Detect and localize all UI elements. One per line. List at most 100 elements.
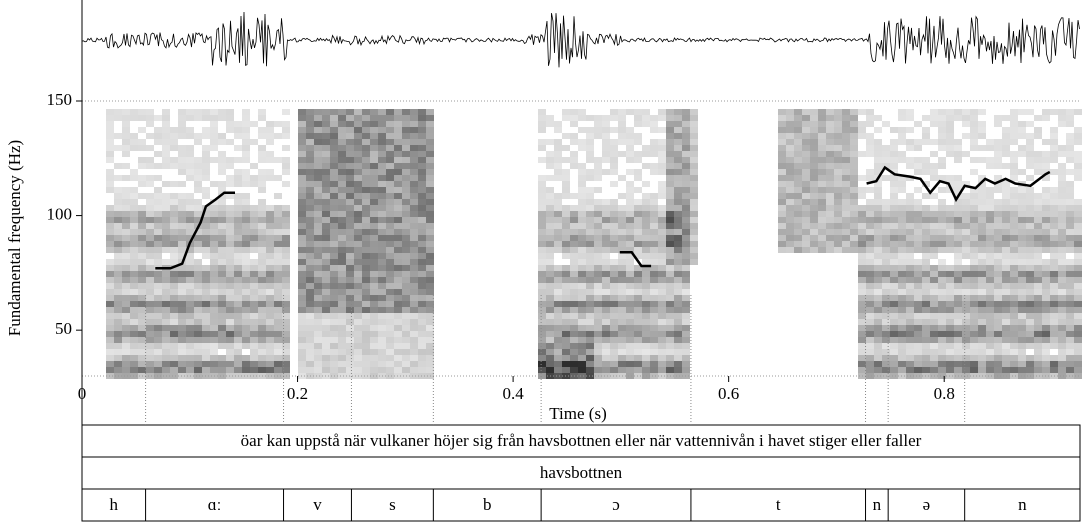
- spectrogram-cell: [866, 313, 874, 319]
- spectrogram-cell: [338, 157, 346, 163]
- spectrogram-cell: [570, 283, 578, 289]
- spectrogram-cell: [386, 127, 394, 133]
- spectrogram-cell: [962, 211, 970, 217]
- spectrogram-cell: [1026, 163, 1034, 169]
- spectrogram-cell: [362, 223, 370, 229]
- spectrogram-cell: [986, 241, 994, 247]
- spectrogram-cell: [234, 211, 242, 217]
- spectrogram-cell: [802, 205, 810, 211]
- spectrogram-cell: [274, 157, 282, 163]
- spectrogram-cell: [234, 121, 242, 127]
- spectrogram-cell: [1010, 289, 1018, 295]
- spectrogram-cell: [906, 355, 914, 361]
- spectrogram-cell: [146, 289, 154, 295]
- spectrogram-cell: [554, 301, 562, 307]
- spectrogram-cell: [578, 361, 586, 367]
- spectrogram-cell: [818, 109, 826, 115]
- spectrogram-cell: [546, 307, 554, 313]
- spectrogram-cell: [138, 361, 146, 367]
- spectrogram-cell: [394, 235, 402, 241]
- spectrogram-cell: [114, 319, 122, 325]
- spectrogram-cell: [554, 235, 562, 241]
- spectrogram-cell: [682, 307, 690, 313]
- spectrogram-cell: [674, 361, 682, 367]
- spectrogram-cell: [154, 367, 162, 373]
- spectrogram-cell: [426, 301, 434, 307]
- spectrogram-cell: [650, 283, 658, 289]
- spectrogram-cell: [194, 367, 202, 373]
- spectrogram-cell: [914, 373, 922, 379]
- spectrogram-cell: [546, 271, 554, 277]
- spectrogram-cell: [642, 367, 650, 373]
- spectrogram-cell: [338, 283, 346, 289]
- spectrogram-cell: [658, 355, 666, 361]
- spectrogram-cell: [890, 343, 898, 349]
- spectrogram-cell: [234, 313, 242, 319]
- spectrogram-cell: [410, 181, 418, 187]
- spectrogram-cell: [210, 145, 218, 151]
- spectrogram-cell: [994, 163, 1002, 169]
- spectrogram-cell: [850, 163, 858, 169]
- spectrogram-cell: [642, 205, 650, 211]
- spectrogram-cell: [410, 289, 418, 295]
- spectrogram-cell: [338, 127, 346, 133]
- spectrogram-cell: [1018, 277, 1026, 283]
- spectrogram-cell: [994, 271, 1002, 277]
- pitch-contour: [155, 191, 235, 270]
- spectrogram-cell: [362, 163, 370, 169]
- spectrogram-cell: [122, 115, 130, 121]
- spectrogram-cell: [178, 235, 186, 241]
- spectrogram-cell: [1058, 337, 1066, 343]
- spectrogram-cell: [122, 109, 130, 115]
- spectrogram-cell: [394, 265, 402, 271]
- spectrogram-cell: [338, 265, 346, 271]
- spectrogram-cell: [554, 337, 562, 343]
- spectrogram-cell: [370, 295, 378, 301]
- spectrogram-cell: [242, 247, 250, 253]
- spectrogram-cell: [642, 109, 650, 115]
- spectrogram-cell: [242, 337, 250, 343]
- spectrogram-cell: [602, 229, 610, 235]
- spectrogram-cell: [1050, 367, 1058, 373]
- spectrogram-cell: [538, 121, 546, 127]
- spectrogram-cell: [1042, 361, 1050, 367]
- spectrogram-cell: [858, 193, 866, 199]
- spectrogram-cell: [330, 325, 338, 331]
- spectrogram-cell: [634, 325, 642, 331]
- spectrogram-cell: [634, 253, 642, 259]
- spectrogram-cell: [186, 247, 194, 253]
- spectrogram-cell: [674, 205, 682, 211]
- spectrogram-cell: [1002, 313, 1010, 319]
- spectrogram-cell: [274, 121, 282, 127]
- spectrogram-cell: [322, 115, 330, 121]
- spectrogram-cell: [194, 361, 202, 367]
- spectrogram-cell: [402, 325, 410, 331]
- spectrogram-cell: [650, 325, 658, 331]
- spectrogram-cell: [266, 307, 274, 313]
- spectrogram-cell: [1050, 355, 1058, 361]
- spectrogram-cell: [634, 301, 642, 307]
- spectrogram-cell: [802, 169, 810, 175]
- spectrogram-cell: [194, 349, 202, 355]
- spectrogram: [106, 109, 1082, 379]
- spectrogram-cell: [634, 217, 642, 223]
- spectrogram-cell: [370, 163, 378, 169]
- spectrogram-cell: [826, 115, 834, 121]
- spectrogram-cell: [1026, 229, 1034, 235]
- spectrogram-cell: [162, 367, 170, 373]
- spectrogram-cell: [362, 139, 370, 145]
- spectrogram-cell: [394, 295, 402, 301]
- spectrogram-cell: [1034, 211, 1042, 217]
- spectrogram-cell: [258, 313, 266, 319]
- spectrogram-cell: [898, 205, 906, 211]
- spectrogram-cell: [1066, 187, 1074, 193]
- spectrogram-cell: [1018, 121, 1026, 127]
- spectrogram-cell: [1074, 157, 1082, 163]
- spectrogram-cell: [882, 211, 890, 217]
- spectrogram-cell: [162, 247, 170, 253]
- spectrogram-cell: [874, 355, 882, 361]
- spectrogram-cell: [850, 157, 858, 163]
- spectrogram-cell: [818, 241, 826, 247]
- spectrogram-cell: [146, 211, 154, 217]
- spectrogram-cell: [978, 211, 986, 217]
